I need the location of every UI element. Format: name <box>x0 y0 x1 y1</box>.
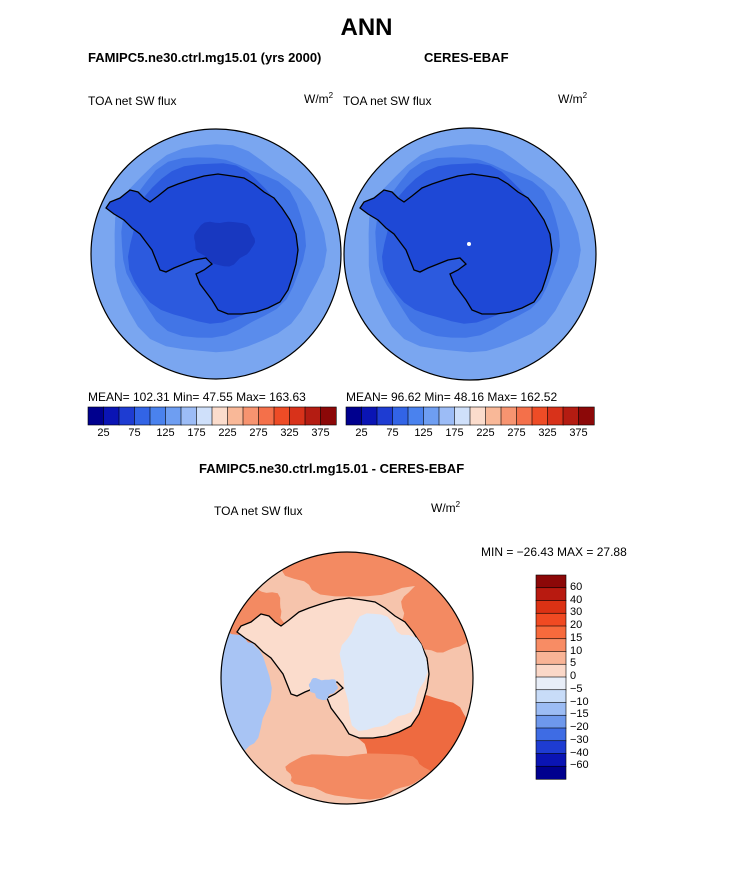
obs-colorbar-tick-label: 375 <box>569 427 588 439</box>
diff-cool-ross <box>308 678 338 701</box>
diff-colorbar-swatch <box>535 600 567 614</box>
obs-colorbar-tick-label: 275 <box>507 427 526 439</box>
diff-colorbar-label: 60 <box>570 580 583 593</box>
obs-colorbar-ticks: 25 75 125 175 225 275 325 375 <box>346 427 594 443</box>
diff-colorbar-labels: 60 40 30 20 15 10 5 0 −5 −10 −15 −20 −30 −40 −60 <box>570 575 630 779</box>
diff-colorbar-swatch <box>535 727 567 742</box>
obs-stats: MEAN= 96.62 Min= 48.16 Max= 162.52 <box>346 390 558 404</box>
model-colorbar-ticks: 25 75 125 175 225 275 325 375 <box>88 427 336 443</box>
diff-colorbar-label: −60 <box>570 759 589 772</box>
diff-colorbar-label: 20 <box>570 619 583 631</box>
diff-colorbar-swatch <box>535 651 567 665</box>
diff-colorbar-swatch <box>535 753 567 767</box>
diff-colorbar-swatch <box>535 587 567 602</box>
diff-colorbar-swatch <box>535 702 567 716</box>
model-stats: MEAN= 102.31 Min= 47.55 Max= 163.63 <box>88 390 306 404</box>
obs-colorbar-tick-label: 175 <box>445 427 464 439</box>
obs-colorbar-tick-label: 325 <box>538 427 557 439</box>
diff-units-label: W/m2 <box>431 500 461 515</box>
obs-panel-subtitle: CERES-EBAF <box>424 50 509 65</box>
obs-variable-label: TOA net SW flux <box>343 94 432 108</box>
obs-map-outline <box>343 127 597 381</box>
obs-colorbar-tick-label: 125 <box>414 427 433 439</box>
diff-colorbar-label: 10 <box>570 644 583 657</box>
pole-marker <box>467 242 471 246</box>
diff-colorbar-swatch <box>535 612 567 627</box>
diff-minmax: MIN = −26.43 MAX = 27.88 <box>481 545 627 559</box>
diff-variable-label: TOA net SW flux <box>214 504 303 518</box>
obs-colorbar <box>345 406 595 426</box>
diff-colorbar-label: −5 <box>570 682 583 695</box>
diff-colorbar-swatch <box>535 740 567 755</box>
diff-colorbar-swatch <box>535 765 567 780</box>
obs-colorbar-swatch <box>578 406 595 426</box>
diff-colorbar-label: −40 <box>570 746 589 759</box>
diff-colorbar-label: 30 <box>570 606 583 619</box>
model-variable-label: TOA net SW flux <box>88 94 177 108</box>
figure-title: ANN <box>340 14 393 41</box>
diff-panel-subtitle: FAMIPC5.ne30.ctrl.mg15.01 - CERES-EBAF <box>199 461 465 476</box>
diff-colorbar-swatch <box>535 689 567 704</box>
diff-colorbar <box>535 574 567 780</box>
diff-colorbar-swatch <box>535 625 567 640</box>
model-colorbar <box>87 406 337 426</box>
model-colorbar-swatch <box>320 406 337 426</box>
diff-colorbar-label: 5 <box>570 657 577 670</box>
diff-colorbar-swatch <box>535 676 567 691</box>
model-colorbar-tick-label: 375 <box>311 427 330 439</box>
diff-colorbar-swatch <box>535 663 567 678</box>
diff-colorbar-label: 40 <box>570 593 583 606</box>
model-colorbar-tick-label: 125 <box>156 427 175 439</box>
model-units-label: W/m2 <box>304 91 334 106</box>
diff-colorbar-label: −15 <box>570 708 589 721</box>
diff-warm-south <box>285 753 431 800</box>
diff-colorbar-swatch <box>535 714 567 729</box>
model-colorbar-tick-label: 225 <box>218 427 237 439</box>
model-map-outline <box>90 128 342 380</box>
model-colorbar-tick-label: 325 <box>280 427 299 439</box>
diff-colorbar-swatch <box>535 638 567 653</box>
model-colorbar-tick-label: 175 <box>187 427 206 439</box>
diff-map-outline <box>220 551 474 805</box>
diff-colorbar-label: −30 <box>570 733 589 746</box>
diff-colorbar-label: −20 <box>570 721 589 733</box>
diff-colorbar-label: 0 <box>570 670 577 682</box>
antarctica-coast <box>359 173 553 315</box>
model-colorbar-tick-label: 75 <box>128 427 141 439</box>
obs-colorbar-tick-label: 225 <box>476 427 495 439</box>
model-colorbar-tick-label: 25 <box>97 427 110 439</box>
model-colorbar-tick-label: 275 <box>249 427 268 439</box>
diff-colorbar-label: 15 <box>570 631 583 644</box>
diff-colorbar-swatch <box>535 574 567 589</box>
obs-colorbar-tick-label: 25 <box>355 427 368 439</box>
model-panel-subtitle: FAMIPC5.ne30.ctrl.mg15.01 (yrs 2000) <box>88 50 322 65</box>
obs-units-label: W/m2 <box>558 91 588 106</box>
obs-colorbar-tick-label: 75 <box>386 427 399 439</box>
interior-min-region <box>194 221 256 267</box>
diff-pale-interior <box>339 613 428 731</box>
diff-colorbar-label: −10 <box>570 695 589 708</box>
